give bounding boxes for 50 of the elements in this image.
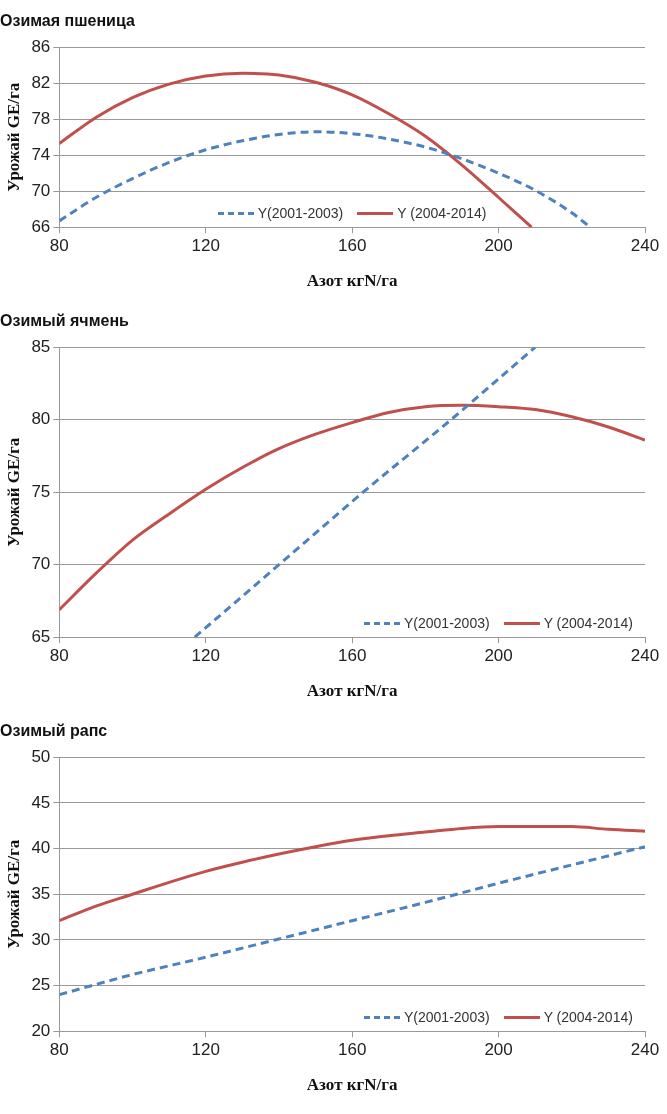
y-axis-title: Урожай GE/га: [3, 839, 23, 949]
line-series: [193, 347, 537, 638]
y-tick-label: 30: [31, 929, 51, 949]
y-tick-label: 85: [31, 336, 51, 356]
x-tick-label: 120: [191, 646, 220, 666]
x-tick-label: 240: [630, 236, 660, 256]
y-tick-label: 20: [31, 1020, 51, 1040]
y-axis-title: Урожай GE/га: [3, 437, 23, 547]
legend-label: Y (2004-2014): [543, 615, 633, 632]
y-tick-label: 80: [31, 409, 51, 429]
chart-title: Озимая пшеница: [0, 12, 135, 30]
y-tick-label: 35: [31, 883, 51, 903]
y-tick-label: 65: [31, 626, 51, 646]
x-tick-label: 80: [49, 236, 69, 256]
y-tick-label: 70: [31, 180, 51, 200]
x-tick-label: 160: [337, 1040, 367, 1060]
legend-label: Y(2001-2003): [257, 205, 344, 222]
x-axis-title: Азот кгN/га: [306, 1075, 398, 1095]
x-tick-label: 240: [630, 1040, 660, 1060]
x-tick-label: 120: [191, 1040, 220, 1060]
y-tick-label: 40: [31, 838, 51, 858]
y-tick-label: 74: [31, 144, 51, 164]
y-tick-label: 45: [31, 792, 51, 812]
x-tick-label: 160: [337, 236, 367, 256]
line-series: [59, 71, 534, 228]
x-tick-label: 240: [630, 646, 660, 666]
x-axis-title: Азот кгN/га: [306, 271, 398, 291]
chart-title: Озимый рапс: [0, 722, 108, 740]
legend-label: Y (2004-2014): [397, 205, 487, 222]
legend-label: Y (2004-2014): [543, 1009, 633, 1026]
chart-title: Озимый ячмень: [0, 312, 130, 330]
y-tick-label: 25: [31, 975, 51, 995]
y-tick-label: 82: [31, 72, 51, 92]
x-tick-label: 80: [49, 1040, 69, 1060]
y-tick-label: 86: [31, 36, 51, 56]
y-tick-label: 70: [31, 554, 51, 574]
x-tick-label: 160: [337, 646, 367, 666]
x-tick-label: 200: [484, 646, 513, 666]
legend-label: Y(2001-2003): [404, 1009, 490, 1026]
y-tick-label: 66: [31, 216, 51, 236]
x-tick-label: 200: [484, 1040, 513, 1060]
y-axis-title: Урожай GE/га: [3, 82, 23, 192]
x-tick-label: 120: [191, 236, 220, 256]
x-axis-title: Азот кгN/га: [306, 681, 398, 701]
x-tick-label: 200: [484, 236, 513, 256]
y-tick-label: 78: [31, 108, 51, 128]
y-tick-label: 50: [31, 746, 51, 766]
y-tick-label: 75: [31, 481, 51, 501]
x-tick-label: 80: [49, 646, 69, 666]
legend-label: Y(2001-2003): [404, 615, 490, 632]
